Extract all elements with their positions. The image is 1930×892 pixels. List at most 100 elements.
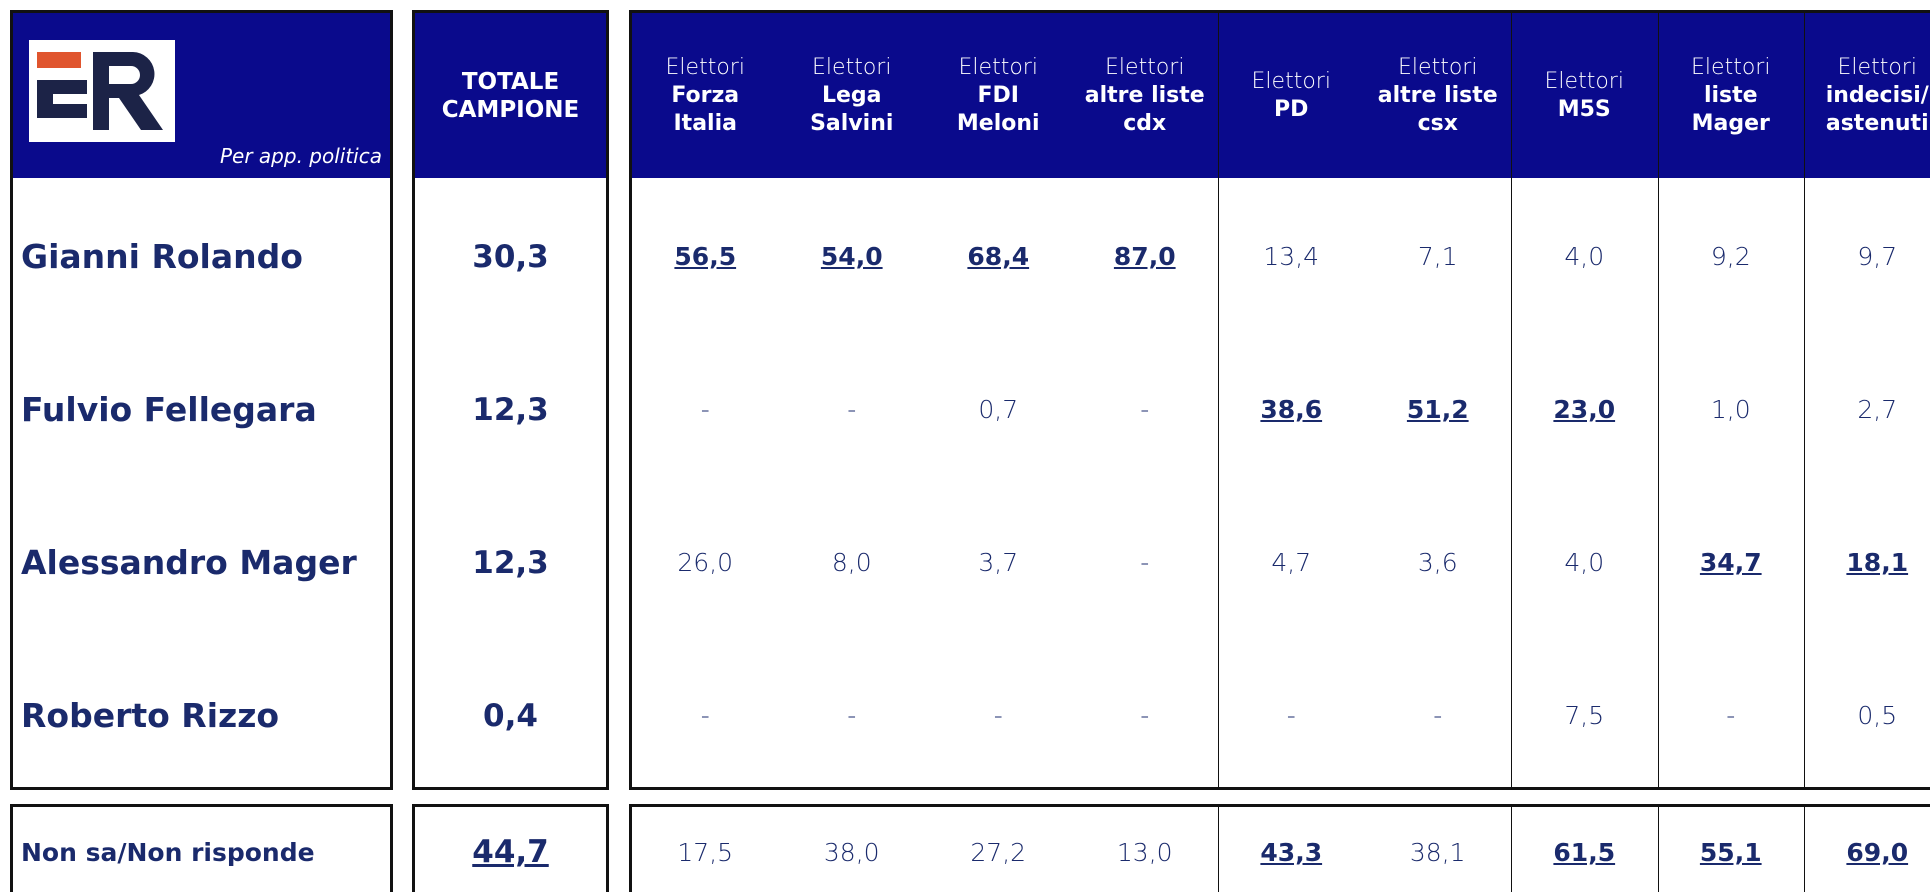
value-cell: 56,5 xyxy=(674,242,737,271)
column-header: Elettori Lega Salvini xyxy=(779,13,926,178)
column-header-top: Elettori xyxy=(958,54,1038,80)
value-cell: 0,5 xyxy=(1857,701,1898,730)
value-cell: 9,7 xyxy=(1857,242,1898,271)
total-header-line: CAMPIONE xyxy=(441,96,580,123)
column-header-bold: liste xyxy=(1703,82,1758,108)
footer-value: 43,3 xyxy=(1260,837,1323,867)
value-cell: - xyxy=(1140,701,1150,730)
total-header-line: TOTALE xyxy=(461,68,560,95)
value-cell: 2,7 xyxy=(1857,395,1898,424)
column-header-top: Elettori xyxy=(1837,54,1917,80)
footer-groups-block xyxy=(629,804,1930,892)
value-cell: 26,0 xyxy=(677,548,734,577)
column-separator xyxy=(1511,13,1512,790)
footer-value: 61,5 xyxy=(1553,837,1616,867)
footer-total-block xyxy=(412,804,609,892)
names-block xyxy=(10,10,393,790)
column-header-top: Elettori xyxy=(1691,54,1771,80)
column-separator xyxy=(1511,807,1512,892)
subtitle: Per app. politica xyxy=(219,144,382,168)
column-header-bold: indecisi/ xyxy=(1825,82,1929,108)
value-cell: 87,0 xyxy=(1113,242,1176,271)
footer-total: 44,7 xyxy=(472,834,549,870)
row-total: 12,3 xyxy=(472,544,549,581)
value-cell: 4,0 xyxy=(1564,548,1605,577)
value-cell: 0,7 xyxy=(978,395,1019,424)
value-cell: - xyxy=(1433,701,1443,730)
groups-block xyxy=(629,10,1930,790)
column-separator xyxy=(1657,13,1659,790)
footer-value: 38,1 xyxy=(1409,837,1466,867)
value-cell: 3,6 xyxy=(1417,548,1458,577)
column-header-bold: astenuti xyxy=(1825,110,1929,136)
column-header: Elettori FDI Meloni xyxy=(925,13,1072,178)
value-cell: 7,5 xyxy=(1564,701,1605,730)
column-header-top: Elettori xyxy=(1544,68,1624,94)
value-cell: - xyxy=(847,395,857,424)
column-header: Elettori M5S xyxy=(1511,13,1658,178)
value-cell: - xyxy=(700,701,710,730)
row-total: 0,4 xyxy=(483,697,538,734)
footer-value: 27,2 xyxy=(970,837,1027,867)
value-cell: 23,0 xyxy=(1553,395,1616,424)
header-bg xyxy=(632,13,1930,178)
footer-value: 17,5 xyxy=(677,837,734,867)
footer-name: Non sa/Non risponde xyxy=(21,837,315,867)
column-header-top: Elettori xyxy=(1251,68,1331,94)
row-name: Roberto Rizzo xyxy=(21,696,280,735)
column-header: Elettori indecisi/astenuti xyxy=(1804,13,1930,178)
column-header: Elettori altre liste cdx xyxy=(1072,13,1219,178)
column-separator xyxy=(1657,807,1659,892)
value-cell: - xyxy=(1726,701,1736,730)
value-cell: 4,0 xyxy=(1564,242,1605,271)
column-header-bold: FDI xyxy=(977,82,1019,108)
column-header-bold: Forza xyxy=(671,82,740,108)
value-cell: - xyxy=(993,701,1003,730)
column-header: Elettori altre liste csx xyxy=(1365,13,1512,178)
column-header-bold: PD xyxy=(1274,96,1309,122)
value-cell: 54,0 xyxy=(820,242,883,271)
footer-names-block xyxy=(10,804,393,892)
column-header-bold: Mager xyxy=(1691,110,1770,136)
value-cell: 7,1 xyxy=(1417,242,1458,271)
footer-value: 55,1 xyxy=(1699,837,1762,867)
logo xyxy=(29,40,175,142)
footer-value: 13,0 xyxy=(1116,837,1173,867)
value-cell: 18,1 xyxy=(1846,548,1909,577)
header-bg xyxy=(415,13,606,178)
column-header-bold: altre liste xyxy=(1084,82,1205,108)
column-header-top: Elettori xyxy=(1105,54,1185,80)
row-name: Gianni Rolando xyxy=(21,237,303,276)
column-header-top: Elettori xyxy=(665,54,745,80)
row-name: Alessandro Mager xyxy=(21,543,357,582)
column-header: Elettori Forza Italia xyxy=(632,13,779,178)
column-header-bold: Lega xyxy=(821,82,882,108)
footer-value: 38,0 xyxy=(823,837,880,867)
value-cell: - xyxy=(1140,548,1150,577)
value-cell: 13,4 xyxy=(1263,242,1320,271)
footer-value: 69,0 xyxy=(1846,837,1909,867)
column-header-top: Elettori xyxy=(1398,54,1478,80)
value-cell: - xyxy=(700,395,710,424)
column-separator xyxy=(1804,807,1805,892)
column-header-top: Elettori xyxy=(812,54,892,80)
column-header-bold: altre liste xyxy=(1377,82,1498,108)
value-cell: - xyxy=(1140,395,1150,424)
column-header-bold: Salvini xyxy=(810,110,894,136)
column-header-bold: cdx xyxy=(1123,110,1167,136)
column-header: Elettori PD xyxy=(1218,13,1365,178)
total-block xyxy=(412,10,609,790)
column-separator xyxy=(1804,13,1805,790)
value-cell: 51,2 xyxy=(1406,395,1469,424)
value-cell: 68,4 xyxy=(967,242,1030,271)
value-cell: 1,0 xyxy=(1710,395,1751,424)
value-cell: - xyxy=(847,701,857,730)
row-name: Fulvio Fellegara xyxy=(21,390,317,429)
value-cell: 3,7 xyxy=(978,548,1019,577)
value-cell: 38,6 xyxy=(1260,395,1323,424)
column-header-bold: M5S xyxy=(1557,96,1611,122)
value-cell: 4,7 xyxy=(1271,548,1312,577)
row-total: 30,3 xyxy=(472,238,549,275)
total-header: TOTALE CAMPIONE xyxy=(415,13,606,178)
